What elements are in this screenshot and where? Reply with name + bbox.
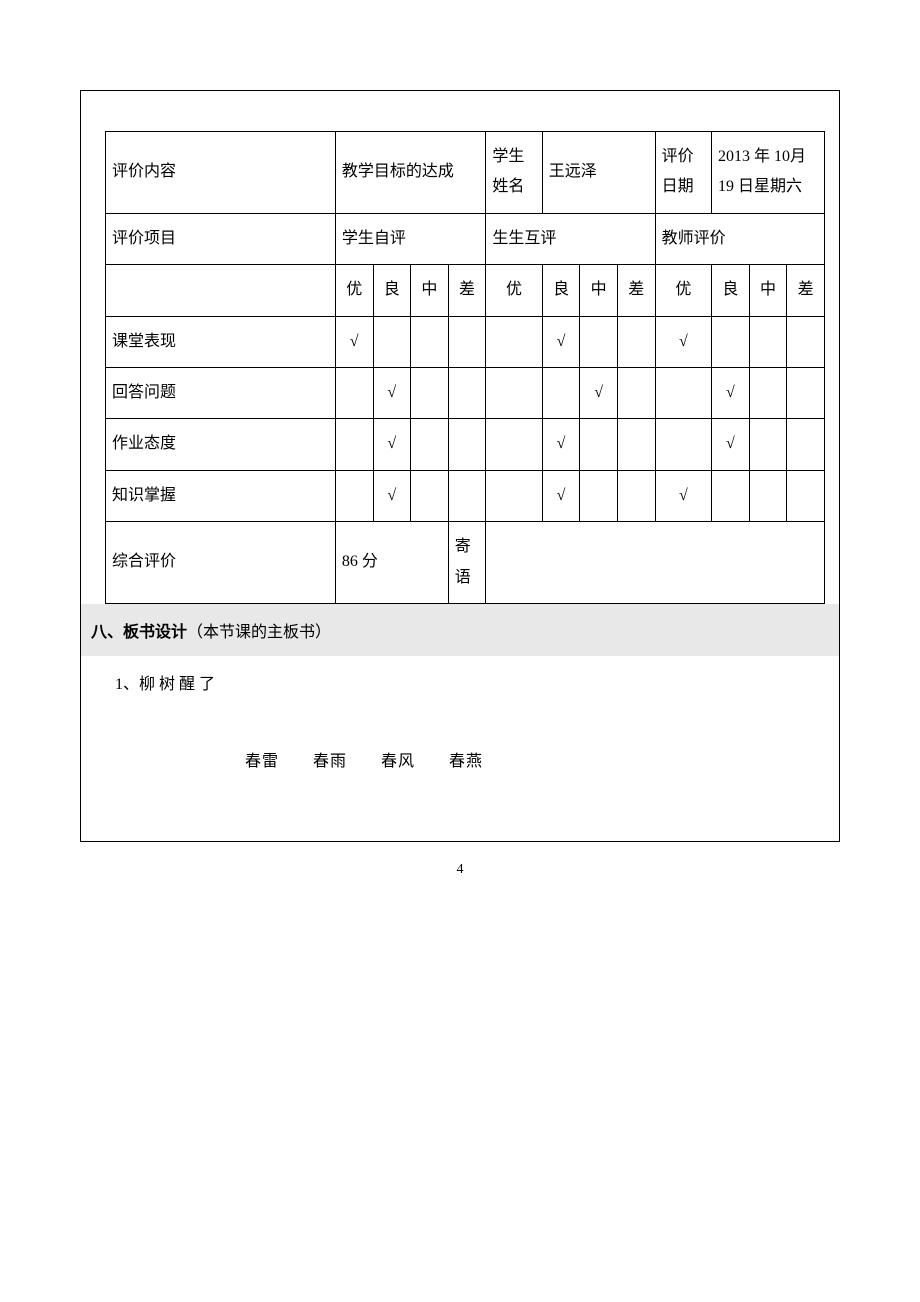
empty-cell — [106, 265, 336, 316]
cell — [335, 367, 373, 418]
cell — [617, 419, 655, 470]
section-8-header: 八、板书设计（本节课的主板书） — [81, 604, 839, 656]
student-name: 王远泽 — [542, 132, 655, 214]
cell — [411, 470, 449, 521]
cell — [655, 419, 711, 470]
cell — [712, 316, 750, 367]
teacher-eval-label: 教师评价 — [655, 213, 824, 264]
board-words: 春雷 春雨 春风 春燕 — [115, 743, 815, 781]
cell — [749, 419, 787, 470]
eval-row-2: 回答问题 √ √ √ — [106, 367, 825, 418]
cell: √ — [655, 316, 711, 367]
cell: √ — [373, 470, 411, 521]
header-row-1: 评价内容 教学目标的达成 学生姓名 王远泽 评价日期 2013 年 10月 19… — [106, 132, 825, 214]
cell — [617, 367, 655, 418]
cell: √ — [373, 419, 411, 470]
grade-zhong: 中 — [580, 265, 618, 316]
cell — [448, 419, 486, 470]
grade-liang: 良 — [373, 265, 411, 316]
cell — [486, 419, 542, 470]
section-8-title-rest: （本节课的主板书） — [187, 624, 331, 641]
grade-zhong: 中 — [411, 265, 449, 316]
cell — [373, 316, 411, 367]
cell — [655, 367, 711, 418]
grade-zhong: 中 — [749, 265, 787, 316]
cell — [580, 470, 618, 521]
cell: √ — [373, 367, 411, 418]
summary-row: 综合评价 86 分 寄语 — [106, 522, 825, 604]
page-number: 4 — [0, 862, 920, 878]
self-eval-label: 学生自评 — [335, 213, 485, 264]
cell — [448, 367, 486, 418]
cell: √ — [580, 367, 618, 418]
cell — [411, 316, 449, 367]
grade-liang: 良 — [542, 265, 580, 316]
cell: √ — [712, 367, 750, 418]
evaluation-table: 评价内容 教学目标的达成 学生姓名 王远泽 评价日期 2013 年 10月 19… — [105, 131, 825, 604]
cell — [335, 419, 373, 470]
header-row-2: 评价项目 学生自评 生生互评 教师评价 — [106, 213, 825, 264]
cell: √ — [712, 419, 750, 470]
row-label: 课堂表现 — [106, 316, 336, 367]
section-8-title-bold: 八、板书设计 — [91, 624, 187, 641]
student-name-label: 学生姓名 — [486, 132, 542, 214]
board-line-1: 1、柳 树 醒 了 — [115, 666, 815, 704]
summary-note-label: 寄语 — [448, 522, 486, 604]
peer-eval-label: 生生互评 — [486, 213, 655, 264]
date-value: 2013 年 10月 19 日星期六 — [712, 132, 825, 214]
item-label: 评价项目 — [106, 213, 336, 264]
grade-cha: 差 — [787, 265, 825, 316]
cell — [749, 367, 787, 418]
cell — [749, 470, 787, 521]
cell — [580, 419, 618, 470]
cell: √ — [542, 419, 580, 470]
grade-you: 优 — [335, 265, 373, 316]
cell — [580, 316, 618, 367]
cell — [448, 470, 486, 521]
cell — [787, 419, 825, 470]
row-label: 回答问题 — [106, 367, 336, 418]
cell: √ — [335, 316, 373, 367]
cell — [411, 419, 449, 470]
eval-row-1: 课堂表现 √ √ √ — [106, 316, 825, 367]
cell — [749, 316, 787, 367]
goal-label: 教学目标的达成 — [335, 132, 485, 214]
cell — [335, 470, 373, 521]
row-label: 知识掌握 — [106, 470, 336, 521]
cell — [411, 367, 449, 418]
row-label: 作业态度 — [106, 419, 336, 470]
grade-you: 优 — [486, 265, 542, 316]
grade-you: 优 — [655, 265, 711, 316]
cell — [787, 316, 825, 367]
cell — [542, 367, 580, 418]
cell — [486, 470, 542, 521]
summary-score: 86 分 — [335, 522, 448, 604]
page: 评价内容 教学目标的达成 学生姓名 王远泽 评价日期 2013 年 10月 19… — [0, 0, 920, 902]
cell — [448, 316, 486, 367]
grade-liang: 良 — [712, 265, 750, 316]
cell: √ — [542, 316, 580, 367]
eval-row-4: 知识掌握 √ √ √ — [106, 470, 825, 521]
date-label: 评价日期 — [655, 132, 711, 214]
cell — [712, 470, 750, 521]
cell — [617, 316, 655, 367]
grade-cha: 差 — [448, 265, 486, 316]
cell: √ — [542, 470, 580, 521]
summary-label: 综合评价 — [106, 522, 336, 604]
content-label: 评价内容 — [106, 132, 336, 214]
summary-note — [486, 522, 825, 604]
outer-box: 评价内容 教学目标的达成 学生姓名 王远泽 评价日期 2013 年 10月 19… — [80, 90, 840, 842]
cell — [486, 316, 542, 367]
cell — [787, 470, 825, 521]
eval-row-3: 作业态度 √ √ √ — [106, 419, 825, 470]
cell — [486, 367, 542, 418]
grade-cha: 差 — [617, 265, 655, 316]
cell — [617, 470, 655, 521]
grade-header-row: 优 良 中 差 优 良 中 差 优 良 中 差 — [106, 265, 825, 316]
cell — [787, 367, 825, 418]
board-design-content: 1、柳 树 醒 了 春雷 春雨 春风 春燕 — [105, 656, 825, 821]
cell: √ — [655, 470, 711, 521]
